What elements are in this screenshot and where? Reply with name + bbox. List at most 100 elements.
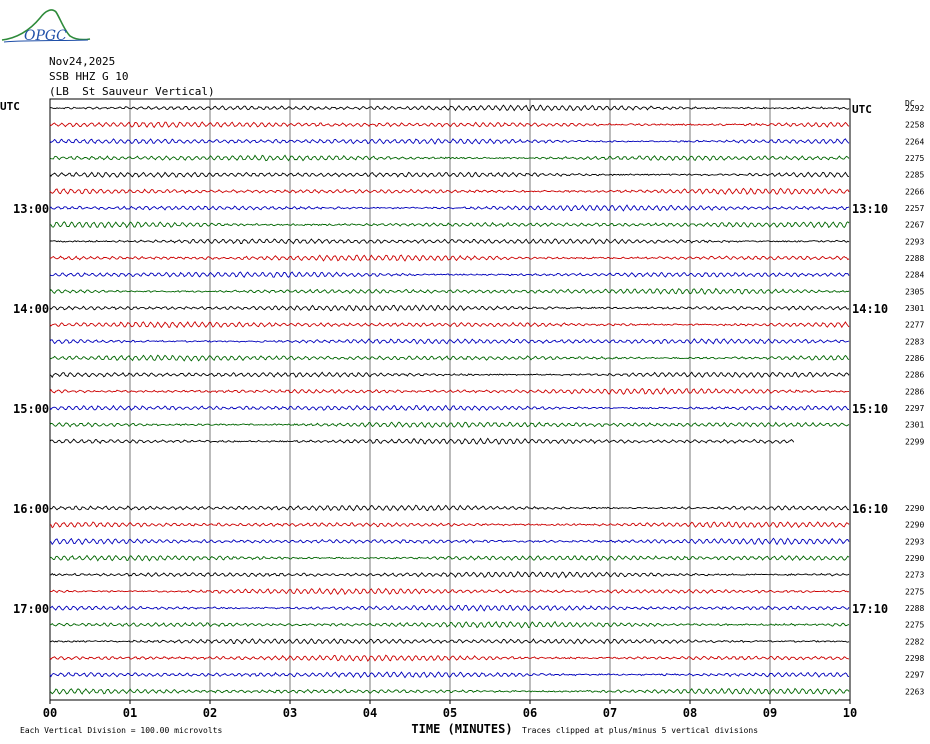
x-tick-label: 08 — [683, 706, 697, 720]
dc-value: 2283 — [905, 337, 924, 346]
footer-right-note: Traces clipped at plus/minus 5 vertical … — [522, 726, 758, 735]
date-label: Nov24,2025 — [49, 55, 116, 68]
dc-value: 2257 — [905, 204, 924, 213]
seismic-trace — [49, 121, 850, 129]
footer-left-note: Each Vertical Division = 100.00 microvol… — [20, 726, 222, 735]
dc-value: 2285 — [905, 171, 924, 180]
dc-value: 2290 — [905, 504, 924, 513]
left-axis-title: UTC — [0, 100, 20, 113]
dc-value: 2275 — [905, 621, 924, 630]
x-tick-label: 01 — [123, 706, 137, 720]
dc-value: 2297 — [905, 671, 924, 680]
left-time-label: 13:00 — [13, 202, 49, 216]
seismic-trace — [49, 338, 850, 345]
dc-label: DC — [905, 99, 915, 108]
dc-value: 2288 — [905, 604, 924, 613]
right-time-label: 16:10 — [852, 502, 888, 516]
seismic-trace — [49, 221, 850, 229]
seismic-trace — [49, 371, 850, 379]
dc-value: 2275 — [905, 154, 924, 163]
left-time-label: 16:00 — [13, 502, 49, 516]
dc-value: 2264 — [905, 137, 924, 146]
x-tick-label: 10 — [843, 706, 857, 720]
station-label: SSB HHZ G 10 — [49, 70, 129, 83]
label-group: 00 01 02 03 04 05 06 07 08 09 10 UTC DC TIME (MINUTES… — [0, 99, 924, 736]
logo-text: OPGC — [24, 28, 67, 44]
logo-underline — [3, 39, 89, 43]
seismic-trace — [49, 437, 795, 445]
dc-value: 2305 — [905, 287, 924, 296]
seismic-trace — [49, 604, 850, 612]
dc-value: 2293 — [905, 537, 924, 546]
x-tick-label: 04 — [363, 706, 377, 720]
right-time-label: UTC — [852, 103, 872, 116]
seismic-trace — [49, 321, 850, 329]
plot-grid — [49, 98, 851, 704]
seismic-trace — [49, 671, 850, 679]
seismic-trace — [49, 154, 850, 162]
dc-value: 2275 — [905, 587, 924, 596]
opgc-logo: OPGC — [1, 9, 91, 44]
right-time-label: 17:10 — [852, 602, 888, 616]
seismic-trace — [49, 104, 850, 112]
dc-value: 2301 — [905, 421, 924, 430]
x-tick-label: 00 — [43, 706, 57, 720]
dc-value: 2297 — [905, 404, 924, 413]
dc-value: 2290 — [905, 521, 924, 530]
dc-value: 2273 — [905, 571, 924, 580]
dc-value: 2277 — [905, 321, 924, 330]
dc-value: 2284 — [905, 271, 924, 280]
left-time-label: 17:00 — [13, 602, 49, 616]
x-tick-label: 09 — [763, 706, 777, 720]
dc-value: 2288 — [905, 254, 924, 263]
right-time-label: 13:10 — [852, 202, 888, 216]
seismic-trace — [49, 204, 850, 212]
seismic-trace — [49, 587, 850, 596]
seismic-trace — [49, 271, 850, 278]
x-axis-label: TIME (MINUTES) — [411, 722, 512, 736]
dc-value: 2286 — [905, 354, 924, 363]
dc-value: 2266 — [905, 187, 924, 196]
seismic-trace — [49, 387, 850, 395]
seismic-trace — [49, 421, 850, 428]
dc-value: 2263 — [905, 687, 924, 696]
dc-value: 2298 — [905, 654, 924, 663]
location-label: (LB St Sauveur Vertical) — [49, 85, 215, 98]
x-tick-label: 07 — [603, 706, 617, 720]
dc-value: 2258 — [905, 121, 924, 130]
seismic-trace — [49, 571, 850, 579]
x-tick-label: 06 — [523, 706, 537, 720]
dc-value: 2267 — [905, 221, 924, 230]
x-tick-label: 05 — [443, 706, 457, 720]
seismic-trace — [49, 354, 850, 362]
seismic-trace — [49, 687, 850, 695]
dc-value: 2293 — [905, 237, 924, 246]
seismic-trace — [49, 304, 850, 312]
dc-value: 2286 — [905, 387, 924, 396]
left-time-label: 14:00 — [13, 302, 49, 316]
dc-value: 2286 — [905, 371, 924, 380]
seismic-trace — [49, 537, 850, 546]
dc-value: 2292 — [905, 104, 924, 113]
seismic-trace — [49, 404, 850, 412]
seismic-trace — [49, 187, 850, 196]
right-time-label: 14:10 — [852, 302, 888, 316]
seismic-trace — [49, 504, 850, 512]
seismic-trace — [49, 171, 850, 178]
x-tick-label: 03 — [283, 706, 297, 720]
seismic-trace — [49, 138, 850, 145]
seismic-trace — [49, 554, 850, 562]
seismic-trace — [49, 654, 850, 662]
left-time-label: 15:00 — [13, 402, 49, 416]
logo-mountain-curve — [1, 9, 91, 41]
seismic-trace — [49, 287, 850, 295]
seismic-trace — [49, 638, 850, 645]
dc-value: 2299 — [905, 437, 924, 446]
seismic-trace — [50, 620, 850, 629]
dc-value: 2282 — [905, 637, 924, 646]
right-time-label: 15:10 — [852, 402, 888, 416]
seismic-trace — [49, 238, 850, 245]
x-tick-label: 02 — [203, 706, 217, 720]
trace-group — [49, 104, 850, 695]
